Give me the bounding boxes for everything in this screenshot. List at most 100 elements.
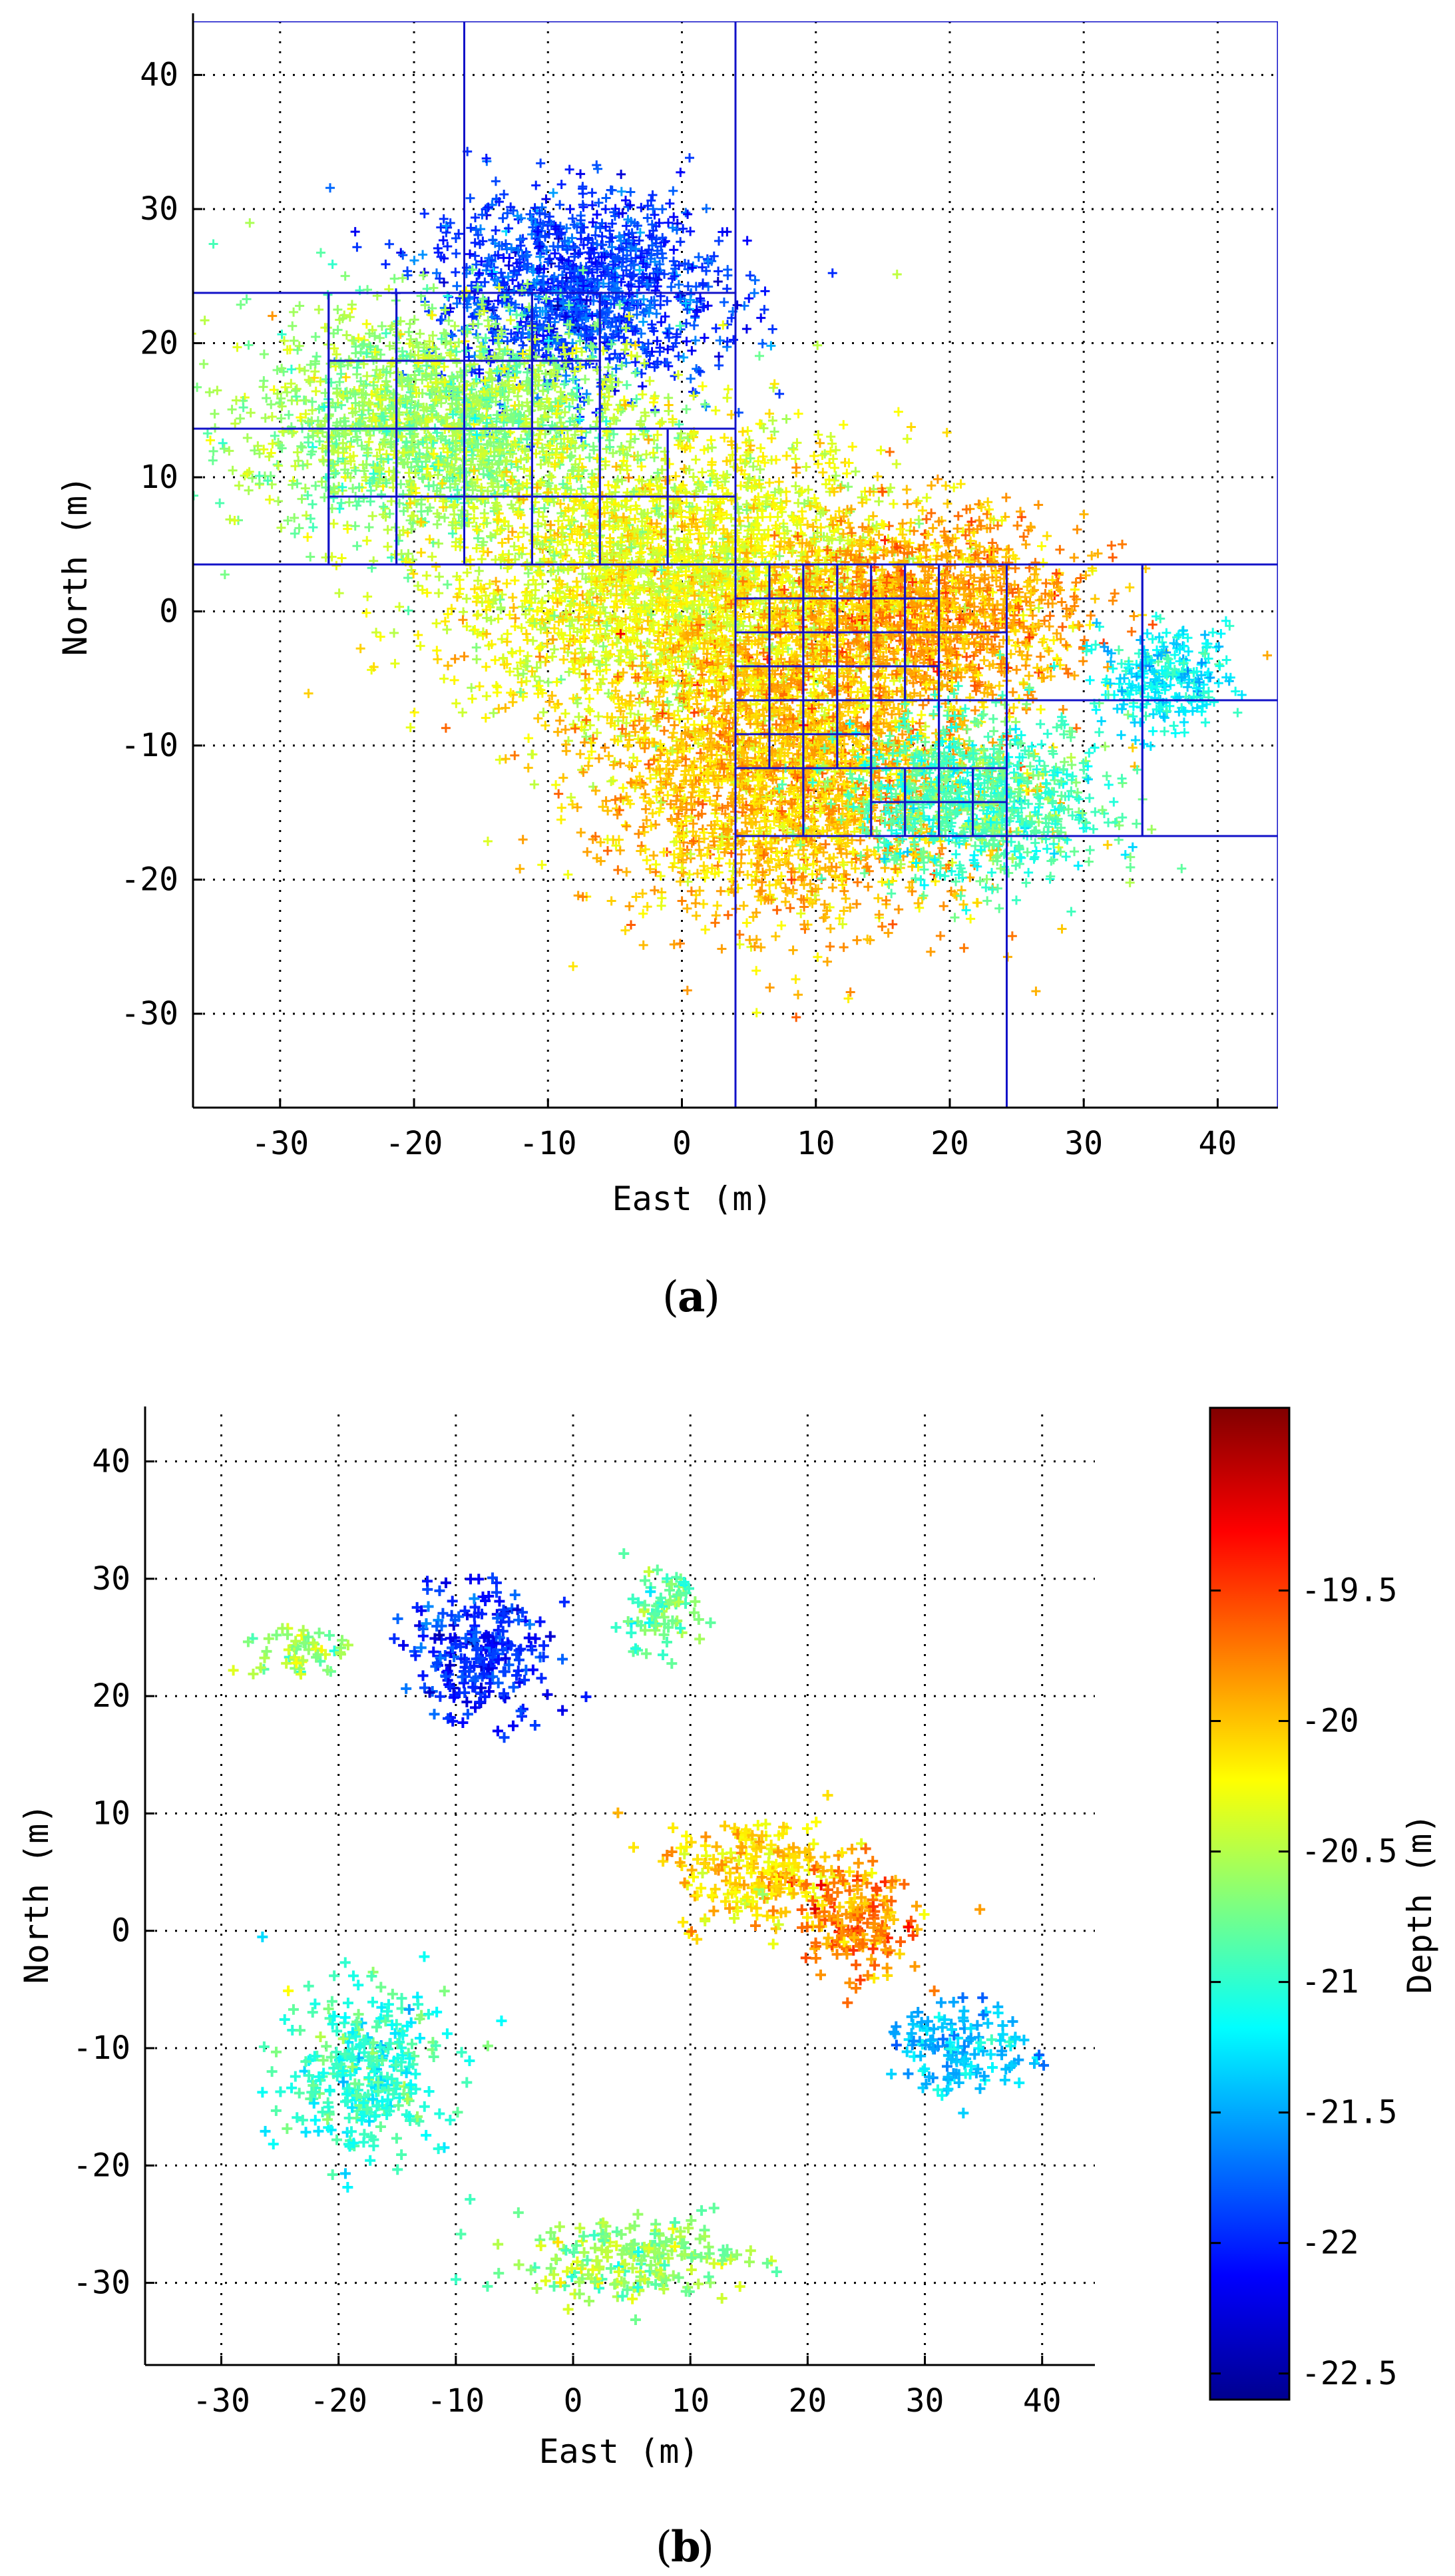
data-point — [587, 200, 597, 210]
data-point — [366, 486, 376, 496]
data-point — [471, 212, 481, 222]
data-point — [331, 468, 341, 478]
data-point — [244, 485, 254, 495]
data-point — [483, 202, 493, 212]
data-point — [550, 248, 560, 258]
data-point — [225, 515, 235, 525]
data-point — [672, 329, 682, 339]
data-point — [766, 341, 776, 351]
data-point — [552, 301, 562, 311]
data-point — [651, 274, 661, 284]
data-point — [664, 323, 674, 333]
data-point — [578, 182, 588, 192]
data-point — [438, 236, 448, 246]
data-point — [601, 316, 611, 325]
data-point — [629, 260, 639, 270]
data-point — [609, 207, 619, 217]
data-point — [640, 358, 650, 368]
data-point — [676, 237, 686, 247]
data-point — [289, 335, 299, 345]
data-point — [755, 443, 765, 453]
data-point — [669, 245, 679, 255]
data-point — [611, 363, 621, 373]
data-point — [244, 340, 254, 350]
data-point — [638, 317, 648, 327]
data-point — [467, 694, 477, 704]
data-point — [329, 493, 339, 503]
data-point — [577, 222, 587, 232]
data-point — [371, 628, 381, 638]
data-point — [646, 303, 656, 313]
data-point — [560, 338, 570, 348]
data-point — [547, 652, 557, 662]
data-point — [874, 497, 884, 507]
data-point — [481, 713, 491, 723]
data-point — [698, 467, 708, 477]
data-point — [516, 240, 526, 250]
data-point — [741, 324, 751, 334]
data-point — [621, 238, 631, 248]
data-point — [242, 433, 252, 443]
data-point — [262, 393, 272, 403]
data-point — [685, 153, 694, 163]
data-point — [329, 519, 339, 529]
data-point — [607, 219, 617, 229]
data-point — [532, 226, 542, 236]
data-point — [224, 446, 234, 456]
data-point — [499, 190, 509, 200]
data-point — [534, 242, 544, 252]
data-point — [559, 264, 569, 274]
data-point — [623, 214, 633, 224]
data-point — [567, 233, 577, 243]
data-point — [300, 365, 310, 375]
data-point — [682, 404, 692, 414]
data-point — [469, 503, 479, 513]
data-point — [622, 221, 632, 231]
data-point — [654, 218, 664, 228]
data-point — [636, 202, 646, 212]
data-point — [581, 683, 591, 693]
data-point — [616, 169, 626, 179]
data-point — [346, 437, 356, 447]
data-point — [658, 233, 668, 243]
data-point — [656, 300, 666, 310]
data-point — [512, 258, 522, 268]
data-point — [657, 417, 667, 427]
data-point — [612, 253, 622, 263]
data-point — [532, 330, 542, 340]
data-point — [608, 640, 618, 650]
data-point — [668, 256, 678, 266]
data-point — [627, 228, 637, 238]
data-point — [632, 300, 642, 310]
data-point — [637, 246, 647, 256]
data-point — [511, 333, 521, 343]
data-point — [529, 278, 539, 288]
data-point — [355, 644, 365, 654]
data-point — [787, 443, 797, 453]
data-point — [601, 193, 611, 203]
data-point — [576, 215, 586, 225]
data-point — [608, 329, 618, 339]
data-point — [544, 254, 554, 264]
data-point — [630, 368, 640, 378]
data-point — [524, 280, 534, 290]
data-point — [597, 252, 607, 262]
data-point — [538, 708, 548, 718]
data-point — [543, 278, 553, 288]
data-point — [513, 245, 523, 255]
data-point — [645, 376, 655, 386]
data-point — [584, 248, 594, 258]
data-point — [607, 185, 617, 195]
data-point — [492, 314, 502, 323]
data-point — [843, 482, 853, 492]
data-point — [341, 330, 351, 340]
data-point — [556, 228, 566, 238]
data-point — [632, 310, 642, 320]
data-point — [608, 775, 618, 785]
data-point — [698, 278, 708, 288]
data-point — [686, 226, 696, 236]
data-point — [648, 190, 658, 200]
data-point — [215, 498, 225, 508]
data-point — [327, 259, 337, 269]
